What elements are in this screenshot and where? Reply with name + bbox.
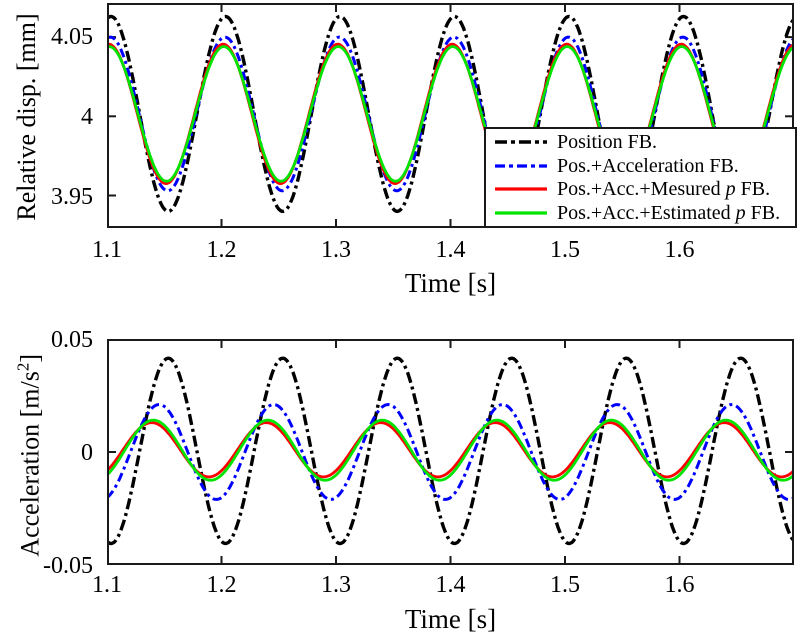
curve-pos-acc-estimated-p-fb xyxy=(107,45,794,183)
legend-entry-position-fb: Position FB. xyxy=(486,130,795,154)
xtick-label: 1.1 xyxy=(92,237,122,263)
acceleration-plot xyxy=(107,339,794,565)
axes-box xyxy=(107,3,794,228)
curve-position-fb xyxy=(107,14,794,214)
xtick-label: 1.5 xyxy=(550,237,580,263)
curve-pos-acc-mesured-p-fb xyxy=(107,42,794,186)
legend-line-sample xyxy=(495,187,547,191)
curve-pos-acceleration-fb xyxy=(107,403,794,501)
xtick-label: 1.3 xyxy=(320,572,351,598)
xtick-label: 1.5 xyxy=(550,572,580,598)
legend-line-sample xyxy=(495,164,547,168)
bottom-xtick-labels: 1.1 1.2 1.3 1.4 1.5 1.6 xyxy=(92,572,794,600)
legend-entry-label: Position FB. xyxy=(557,130,658,153)
ytick-label: -0.05 xyxy=(43,553,93,579)
curve-pos-acc-estimated-p-fb xyxy=(107,418,794,482)
legend-entry-pos-acc-estimated-p-fb: Pos.+Acc.+Estimated p FB. xyxy=(486,201,795,225)
ytick-label: 0 xyxy=(81,440,93,466)
bottom-ytick-labels: 0.05 0 -0.05 xyxy=(0,327,100,579)
top-xtick-labels: 1.1 1.2 1.3 1.4 1.5 1.6 xyxy=(92,237,794,265)
ytick-label: 4.05 xyxy=(51,24,93,50)
xtick-label: 1.2 xyxy=(206,572,237,598)
legend-entry-label: Pos.+Acc.+Mesured p FB. xyxy=(557,178,771,201)
legend-line-sample xyxy=(495,211,547,215)
top-xlabel: Time [s] xyxy=(404,268,497,298)
xtick-label: 1.3 xyxy=(320,237,351,263)
xtick-label: 1.1 xyxy=(92,572,122,598)
legend-entry-label: Pos.+Acc.+Estimated p FB. xyxy=(557,202,781,225)
legend-entry-label: Pos.+Acceleration FB. xyxy=(557,154,739,177)
axes-box xyxy=(107,339,794,565)
xtick-label: 1.4 xyxy=(435,572,466,598)
legend-entry-pos-acc-mesured-p-fb: Pos.+Acc.+Mesured p FB. xyxy=(486,178,795,202)
top-ytick-labels: 4.05 4 3.95 xyxy=(0,3,100,228)
legend-entry-pos-acceleration-fb: Pos.+Acceleration FB. xyxy=(486,154,795,178)
xtick-label: 1.4 xyxy=(435,237,466,263)
ytick-label: 4 xyxy=(81,104,93,130)
xtick-label: 1.6 xyxy=(664,572,695,598)
ytick-label: 3.95 xyxy=(51,184,93,210)
curve-position-fb xyxy=(107,356,794,546)
xtick-label: 1.2 xyxy=(206,237,237,263)
legend: Position FB. Pos.+Acceleration FB. Pos.+… xyxy=(484,127,797,228)
curve-pos-acc-mesured-p-fb xyxy=(107,421,794,479)
relative-displacement-plot xyxy=(107,3,794,228)
ytick-label: 0.05 xyxy=(51,327,93,353)
xtick-label: 1.6 xyxy=(664,237,695,263)
legend-line-sample xyxy=(495,140,547,144)
bottom-xlabel: Time [s] xyxy=(404,604,497,634)
curve-pos-acceleration-fb xyxy=(107,35,794,193)
